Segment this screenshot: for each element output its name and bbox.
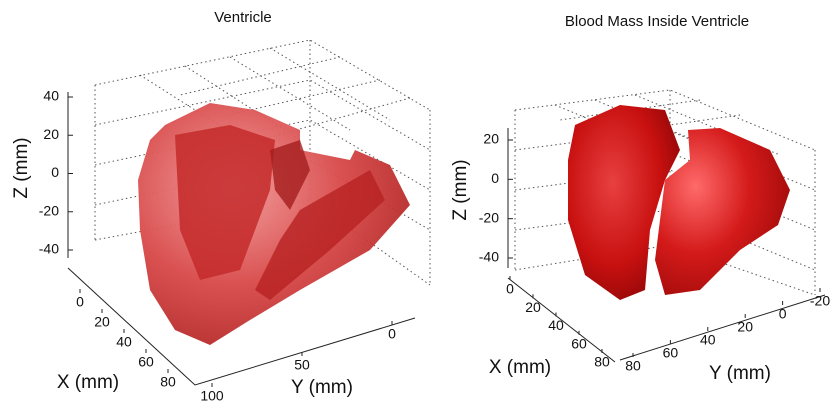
z-tick-label: 0 (51, 164, 59, 180)
y-tick-label: 40 (700, 332, 716, 348)
chart-title: Blood Mass Inside Ventricle (565, 13, 749, 30)
y-tick-label: 0 (388, 326, 396, 342)
x-axis-label: X (mm) (489, 357, 551, 378)
y-tick-label: 80 (625, 358, 641, 374)
figure: Ventricle Blood Mass Inside Ventricle Z … (0, 0, 834, 409)
y-tick-label: 100 (200, 388, 224, 404)
x-axis-label: X (mm) (57, 372, 119, 393)
x-tick-label: 40 (116, 334, 132, 350)
x-tick-label: 60 (138, 354, 154, 370)
chart-title: Ventricle (214, 9, 272, 26)
ventricle-surface (138, 103, 410, 345)
x-tick-label: 20 (94, 314, 110, 330)
z-axis-label: Z (mm) (11, 137, 32, 198)
y-tick-label: 20 (737, 319, 753, 335)
x-tick-label: 40 (548, 317, 564, 333)
x-tick-label: 20 (525, 299, 541, 315)
z-tick-label: -40 (479, 249, 499, 265)
z-tick-label: 40 (43, 88, 59, 104)
z-tick-label: 0 (491, 170, 499, 186)
z-axis-label: Z (mm) (450, 159, 471, 220)
y-axis-label: Y (mm) (709, 363, 771, 384)
x-tick-label: 0 (506, 281, 514, 297)
x-tick-label: 80 (160, 374, 176, 390)
x-tick-label: 60 (571, 335, 587, 351)
z-tick-label: -20 (39, 202, 59, 218)
z-tick-label: -40 (39, 241, 59, 257)
x-tick-label: 80 (594, 354, 610, 370)
y-tick-label: 60 (663, 345, 679, 361)
z-tick-label: -20 (479, 209, 499, 225)
y-axis-label: Y (mm) (291, 377, 353, 398)
z-tick-label: 20 (43, 126, 59, 142)
x-tick-label: 0 (76, 294, 84, 310)
y-tick-label: -20 (810, 293, 830, 309)
z-tick-label: 20 (483, 131, 499, 147)
y-tick-label: 50 (294, 357, 310, 373)
y-tick-label: 0 (779, 306, 787, 322)
